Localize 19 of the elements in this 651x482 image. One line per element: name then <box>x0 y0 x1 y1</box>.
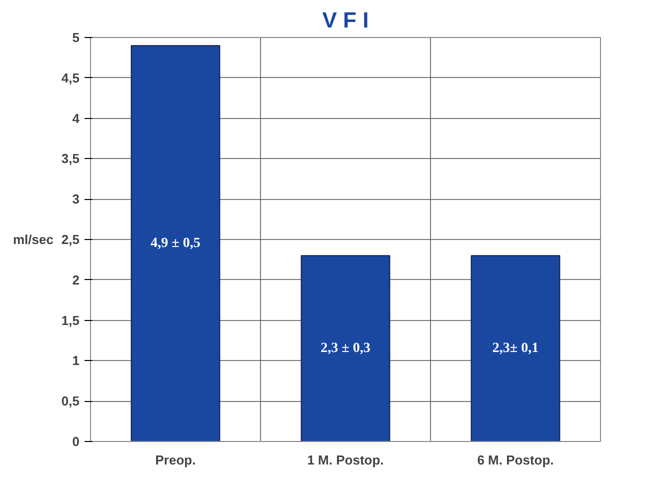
y-tick-label: 3 <box>72 192 80 207</box>
y-tick-label: 4,5 <box>61 70 80 86</box>
y-tick-label: 0 <box>72 434 80 449</box>
x-tick-label: 6 M. Postop. <box>477 452 554 468</box>
y-axis-title: ml/sec <box>12 232 54 247</box>
y-tick-label: 4 <box>72 110 80 126</box>
y-tick-label: 1 <box>72 353 80 368</box>
data-label: 2,3 ± 0,3 <box>320 341 370 356</box>
y-tick-label: 0,5 <box>61 394 80 409</box>
y-tick-label: 1,5 <box>61 312 80 328</box>
data-label: 2,3± 0,1 <box>492 341 539 356</box>
y-tick-label: 5 <box>72 30 80 45</box>
y-tick-label: 2 <box>72 272 80 288</box>
chart-title: V F I <box>322 8 369 32</box>
x-tick-label: 1 M. Postop. <box>307 452 384 468</box>
x-tick-label: Preop. <box>155 452 196 468</box>
y-tick-label: 3,5 <box>61 151 80 166</box>
data-label: 4,9 ± 0,5 <box>150 236 200 252</box>
y-tick-label: 2,5 <box>61 232 80 247</box>
